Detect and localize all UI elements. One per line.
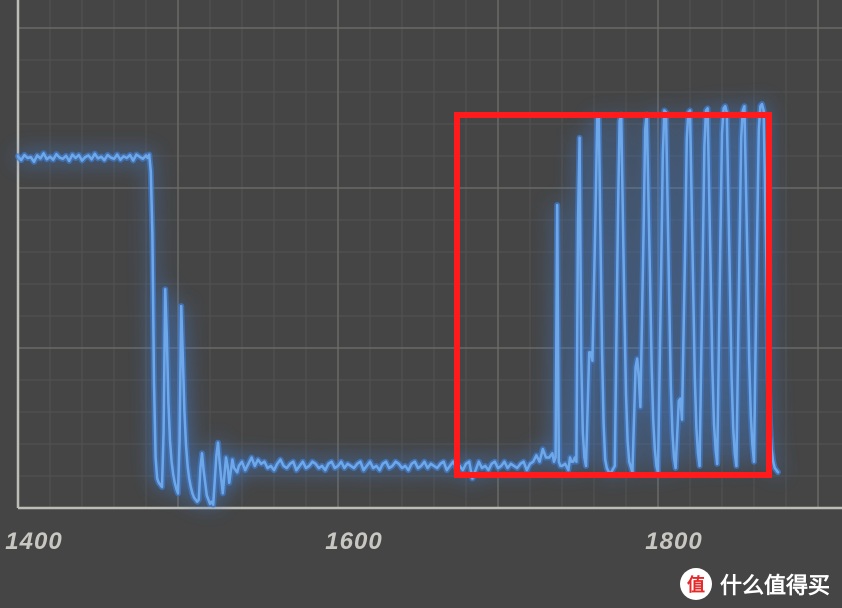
watermark-badge-icon: 值 <box>680 568 712 600</box>
x-tick-label: 1400 <box>5 528 62 556</box>
watermark: 值 什么值得买 <box>680 568 830 600</box>
chart-container: 1400 1600 1800 值 什么值得买 <box>0 0 842 608</box>
x-tick-label: 1800 <box>645 528 702 556</box>
x-tick-label: 1600 <box>325 528 382 556</box>
watermark-text: 什么值得买 <box>720 568 830 600</box>
highlight-box <box>454 112 772 478</box>
